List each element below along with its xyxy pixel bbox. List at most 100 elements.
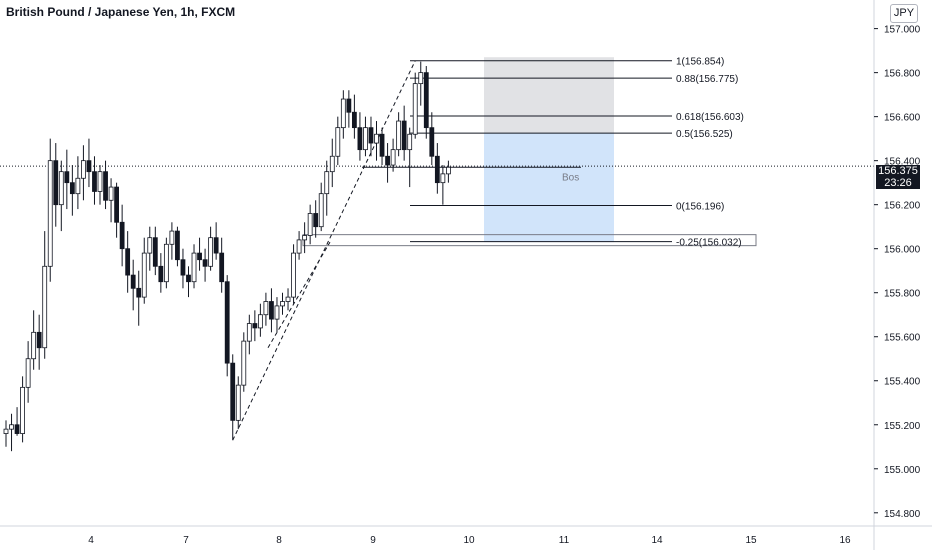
candle-body [385, 155, 390, 166]
candle-body [47, 160, 53, 267]
candle-body [191, 252, 197, 283]
candle-body [363, 127, 368, 151]
time-axis-tick-label: 10 [463, 535, 475, 546]
candle-body [3, 428, 9, 434]
candle-body [346, 98, 352, 113]
candle-body [252, 323, 258, 329]
price-axis-tick-label: 155.200 [884, 421, 921, 432]
candle-body [263, 301, 269, 316]
chart-title: British Pound / Japanese Yen, 1h, FXCM [6, 5, 236, 19]
candle-body [92, 171, 97, 192]
candle-body [368, 127, 374, 144]
take-profit-zone [484, 133, 614, 243]
price-axis-tick-label: 157.000 [884, 25, 921, 36]
fib-level-label: 0.618(156.603) [676, 112, 744, 123]
candle-body [31, 331, 37, 360]
price-axis-tick-label: 155.600 [884, 333, 921, 344]
price-axis-tick-label: 155.000 [884, 465, 921, 476]
candle-body [158, 265, 164, 283]
candle-body [81, 160, 86, 179]
price-axis-tick-label: 156.800 [884, 69, 921, 80]
current-price-label: 156.375 [878, 165, 918, 177]
price-axis-tick-label: 156.000 [884, 245, 921, 256]
candle-body [390, 149, 396, 166]
candle-body [180, 259, 186, 276]
candle-body [269, 301, 274, 320]
candle-body [445, 166, 451, 175]
candle-body [169, 230, 175, 245]
currency-button[interactable]: JPY [890, 4, 918, 23]
fib-level-label: -0.25(156.032) [676, 238, 742, 249]
candle-body [42, 265, 48, 349]
candle-body [379, 133, 385, 157]
candle-body [141, 252, 147, 298]
bos-label: Bos [562, 172, 579, 183]
candle-body [14, 424, 20, 434]
candle-body [230, 362, 236, 421]
candle-body [108, 186, 114, 201]
fib-level-label: 0(156.196) [676, 202, 724, 213]
fib-level-label: 1(156.854) [676, 57, 724, 68]
candle-body [357, 127, 363, 151]
candle-body [246, 323, 252, 342]
candle-body [374, 133, 379, 144]
candle-body [418, 72, 424, 85]
candle-body [20, 386, 25, 434]
candle-body [401, 120, 407, 151]
candle-body [152, 237, 158, 267]
time-axis-tick-label: 11 [559, 535, 570, 546]
time-axis-tick-label: 16 [839, 535, 851, 546]
candle-body [9, 424, 14, 430]
candle-body [208, 237, 214, 267]
candle-body [412, 83, 418, 135]
candle-body [423, 72, 429, 129]
candle-body [285, 296, 291, 302]
candle-body [186, 274, 191, 283]
current-price-tag: 156.375 23:26 [876, 165, 920, 189]
candles-group [3, 61, 451, 452]
candle-body [291, 252, 296, 298]
candle-body [114, 186, 119, 223]
price-axis-tick-label: 155.800 [884, 289, 921, 300]
price-axis-tick-label: 156.400 [884, 157, 921, 168]
candle-body [296, 239, 302, 254]
candle-body [53, 160, 59, 206]
candle-body [340, 98, 346, 129]
price-axis-tick-label: 156.200 [884, 201, 921, 212]
time-axis-tick-label: 9 [370, 535, 376, 546]
fib-level-label: 0.5(156.525) [676, 129, 733, 140]
candle-body [58, 171, 64, 206]
candle-body [147, 237, 153, 254]
candle-body [75, 177, 81, 195]
candle-body [351, 111, 357, 129]
candle-body [125, 248, 131, 276]
candle-body [434, 155, 440, 184]
price-axis-tick-label: 156.600 [884, 113, 921, 124]
candle-body [64, 171, 70, 184]
time-axis-tick-label: 14 [651, 535, 663, 546]
time-axis-tick-label: 8 [276, 535, 282, 546]
candle-body [97, 171, 103, 192]
candle-body [213, 237, 219, 254]
candle-body [274, 305, 280, 320]
time-axis-tick-label: 7 [183, 535, 189, 546]
candle-body [440, 173, 446, 184]
candle-body [329, 155, 335, 173]
candle-body [130, 274, 136, 289]
candle-body [86, 160, 92, 173]
time-axis-tick-label: 15 [745, 535, 757, 546]
candle-body [235, 384, 241, 421]
candle-body [197, 252, 202, 261]
candle-body [318, 193, 324, 228]
candle-body [335, 127, 341, 157]
trendline [232, 60, 416, 441]
price-axis-tick-label: 155.400 [884, 377, 921, 388]
candle-body [280, 301, 285, 307]
candle-body [313, 213, 319, 228]
candle-body [257, 314, 263, 329]
candle-body [36, 331, 42, 349]
candle-body [224, 281, 230, 364]
candle-body [25, 358, 31, 388]
